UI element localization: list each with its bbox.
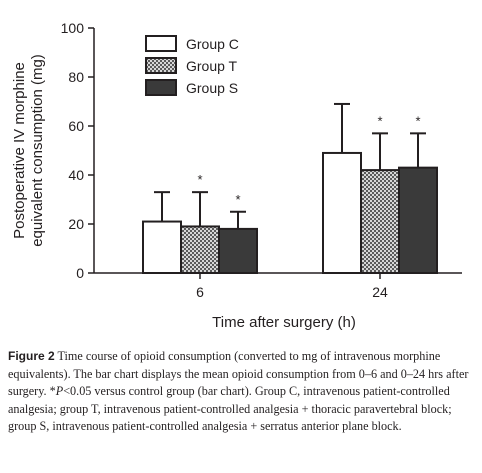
bars: * * * * xyxy=(142,102,438,275)
figure-caption: Figure 2 Time course of opioid consumpti… xyxy=(8,348,474,436)
bar-group-t-24 xyxy=(360,169,400,275)
significance-star-1-1: * xyxy=(377,113,382,128)
x-axis-title: Time after surgery (h) xyxy=(212,314,356,331)
x-tick-label-24: 24 xyxy=(372,284,388,300)
y-tick-label-60: 60 xyxy=(68,118,84,134)
legend: Group C Group T Group S xyxy=(145,35,239,96)
significance-star-2-1: * xyxy=(415,113,420,128)
legend-swatch-group-s xyxy=(145,79,177,96)
y-tick-label-100: 100 xyxy=(61,20,85,36)
caption-text-1: Time course of opioid consumption (conve… xyxy=(8,349,469,398)
legend-swatch-group-c xyxy=(145,35,177,52)
y-axis-title: Postoperative IV morphine equivalent cons… xyxy=(11,54,46,247)
figure-label: Figure 2 xyxy=(8,349,55,363)
y-axis-title-line-1: Postoperative IV morphine xyxy=(11,62,28,239)
bar-group-c-24 xyxy=(322,151,362,274)
bar-chart: Postoperative IV morphine equivalent cons… xyxy=(11,20,462,331)
legend-label-group-t: Group T xyxy=(186,58,238,74)
bar-group-t-6 xyxy=(180,225,220,274)
y-tick-label-20: 20 xyxy=(68,216,84,232)
significance-star-1-0: * xyxy=(197,172,202,187)
caption-p-symbol: P xyxy=(55,384,64,398)
x-tick-label-6: 6 xyxy=(196,284,204,300)
y-tick-label-40: 40 xyxy=(68,167,84,183)
bar-group-s-6 xyxy=(218,227,258,274)
y-tick-label-80: 80 xyxy=(68,69,84,85)
y-tick-label-0: 0 xyxy=(76,265,84,281)
legend-swatch-group-t xyxy=(145,57,177,74)
legend-label-group-c: Group C xyxy=(186,36,239,52)
significance-star-2-0: * xyxy=(235,192,240,207)
legend-label-group-s: Group S xyxy=(186,80,238,96)
y-axis-title-line-2: equivalent consumption (mg) xyxy=(29,54,46,247)
caption-text-2: <0.05 versus control group (bar chart). … xyxy=(8,384,452,433)
bar-group-c-6 xyxy=(142,220,182,275)
bar-group-s-24 xyxy=(398,166,438,274)
